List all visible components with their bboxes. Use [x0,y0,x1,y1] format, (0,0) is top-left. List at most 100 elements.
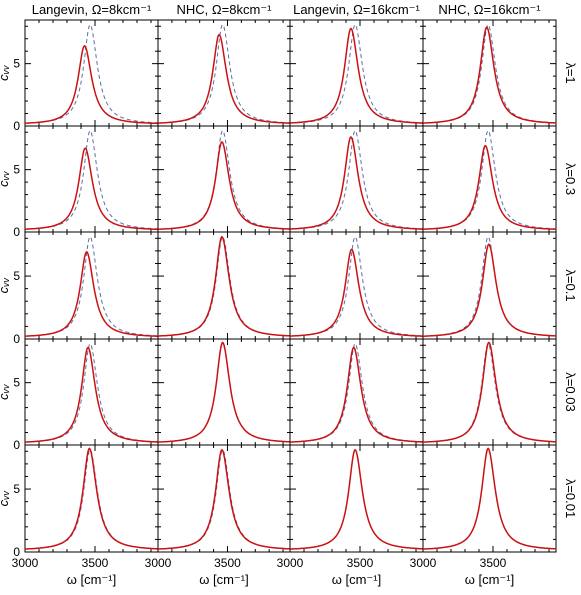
simulated-curve [158,235,291,337]
simulated-curve [24,250,158,337]
panel-r3-c4 [422,231,557,340]
y-tick-label: 0 [13,332,20,346]
panel-frame [24,338,159,446]
panel-r4-c2 [157,338,291,446]
reference-curve [290,129,424,230]
panel-frame [422,444,557,553]
x-tick-label: 3000 [145,556,172,570]
reference-curve [157,449,290,550]
simulated-curve [24,147,158,231]
reference-curve [157,236,290,337]
reference-curve [158,23,291,124]
reference-curve [289,236,423,337]
column-title: Langevin, Ω=16kcm⁻¹ [293,2,420,17]
simulated-curve [423,144,556,230]
y-tick-label: 5 [13,163,20,177]
row-label: λ=0.1 [563,269,578,301]
y-tick-label: 5 [13,482,20,496]
x-axis-label: ω [cm⁻¹] [332,572,382,587]
panel-frame [24,444,159,553]
reference-curve [24,236,158,337]
row-label: λ=1 [563,62,578,83]
simulated-curve [422,447,556,550]
panel-frame [24,231,159,340]
panel-frame [157,19,291,127]
simulated-curve [290,346,423,443]
simulated-curve [290,135,423,230]
x-tick-label: 3500 [480,556,507,570]
reference-curve [423,342,557,443]
x-tick-label: 3000 [410,556,437,570]
y-tick-label: 0 [13,438,20,452]
x-tick-label: 3500 [214,556,241,570]
x-tick-label: 3500 [82,556,109,570]
y-axis-label: cᵥᵥ [0,171,11,187]
panel-r2-c1 [24,125,159,233]
panel-frame [289,444,424,553]
reference-curve [158,342,291,443]
simulated-curve [25,44,158,125]
simulated-curve [290,248,423,337]
row-label: λ=0.03 [563,372,578,411]
panel-frame [422,125,557,233]
reference-curve [289,449,423,550]
panel-r5-c4 [422,444,557,553]
simulated-curve [158,448,291,550]
x-axis-label: ω [cm⁻¹] [199,572,249,587]
y-tick-label: 5 [13,376,20,390]
panel-r4-c4 [422,338,557,446]
panel-r4-c1 [24,338,159,446]
reference-curve [290,23,424,124]
reference-curve [422,236,556,337]
panel-r4-c3 [289,338,424,446]
reference-curve [422,449,556,550]
simulated-curve [25,447,159,550]
x-axis-label: ω [cm⁻¹] [67,572,117,587]
panel-frame [157,444,291,553]
column-title: NHC, Ω=8kcm⁻¹ [177,2,273,17]
panel-frame [157,231,291,340]
y-tick-label: 5 [13,57,20,71]
panel-r3-c3 [289,231,424,340]
x-tick-label: 3500 [347,556,374,570]
panel-r2-c3 [289,125,424,233]
y-axis-label: cᵥᵥ [0,277,11,293]
reference-curve [24,449,158,550]
panel-r2-c2 [157,125,291,233]
panel-r2-c4 [422,125,557,233]
y-axis-label: cᵥᵥ [0,65,11,81]
simulated-curve [289,27,423,124]
y-tick-label: 5 [13,269,20,283]
y-tick-label: 0 [13,545,20,559]
y-axis-label: cᵥᵥ [0,384,11,400]
panel-r1-c3 [289,19,424,127]
simulated-curve [24,346,158,443]
panel-frame [422,338,557,446]
simulated-curve [158,141,290,230]
row-label: λ=0.3 [563,163,578,195]
simulated-curve [158,341,290,443]
y-tick-label: 0 [13,225,20,239]
panel-r3-c2 [157,231,291,340]
panel-frame [422,231,557,340]
panel-r1-c1 [24,19,159,127]
panel-r5-c2 [157,444,291,553]
simulated-curve [422,26,557,124]
panel-grid [24,19,557,553]
x-tick-label: 3000 [277,556,304,570]
panel-frame [289,125,424,233]
panel-r5-c3 [289,444,424,553]
reference-curve [423,129,557,230]
x-tick-label: 3000 [12,556,39,570]
panel-r1-c2 [157,19,291,127]
simulated-curve [423,243,556,337]
y-tick-label: 0 [13,119,20,133]
panel-frame [157,125,291,233]
column-title: Langevin, Ω=8kcm⁻¹ [32,2,152,17]
y-axis-label: cᵥᵥ [0,490,11,506]
panel-r1-c4 [422,19,557,127]
column-title: NHC, Ω=16kcm⁻¹ [438,2,541,17]
panel-r3-c1 [24,231,159,340]
